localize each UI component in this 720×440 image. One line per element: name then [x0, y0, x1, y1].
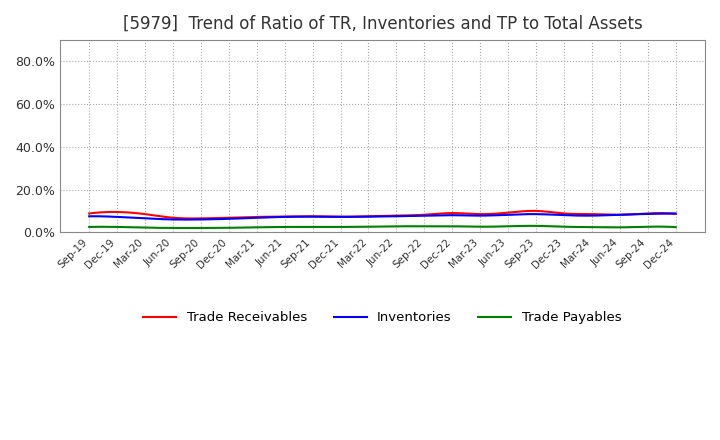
Trade Receivables: [671, 211, 680, 216]
Trade Receivables: [528, 208, 537, 213]
Trade Receivables: [436, 211, 445, 216]
Title: [5979]  Trend of Ratio of TR, Inventories and TP to Total Assets: [5979] Trend of Ratio of TR, Inventories…: [122, 15, 642, 33]
Trade Payables: [583, 224, 592, 230]
Inventories: [434, 213, 443, 218]
Trade Receivables: [87, 211, 96, 216]
Trade Payables: [621, 225, 629, 230]
Trade Payables: [671, 224, 680, 230]
Trade Payables: [85, 224, 94, 230]
Trade Payables: [87, 224, 96, 230]
Line: Trade Receivables: Trade Receivables: [89, 211, 675, 218]
Trade Receivables: [189, 216, 197, 221]
Trade Payables: [446, 224, 454, 229]
Line: Inventories: Inventories: [89, 213, 675, 220]
Inventories: [85, 213, 94, 219]
Inventories: [618, 212, 627, 217]
Trade Receivables: [434, 211, 443, 216]
Trade Payables: [181, 225, 189, 231]
Inventories: [446, 213, 454, 218]
Line: Trade Payables: Trade Payables: [89, 226, 675, 228]
Trade Payables: [434, 224, 443, 229]
Inventories: [671, 211, 680, 216]
Trade Receivables: [621, 212, 629, 217]
Legend: Trade Receivables, Inventories, Trade Payables: Trade Receivables, Inventories, Trade Pa…: [138, 306, 626, 330]
Trade Receivables: [446, 210, 454, 216]
Trade Receivables: [583, 212, 592, 217]
Trade Payables: [436, 224, 445, 229]
Trade Payables: [528, 223, 537, 228]
Inventories: [436, 213, 445, 218]
Inventories: [181, 217, 189, 222]
Trade Receivables: [85, 211, 94, 216]
Inventories: [581, 213, 590, 218]
Inventories: [87, 213, 96, 219]
